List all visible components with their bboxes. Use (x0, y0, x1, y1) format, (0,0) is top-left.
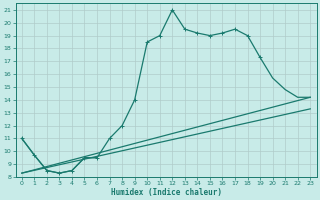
X-axis label: Humidex (Indice chaleur): Humidex (Indice chaleur) (110, 188, 221, 197)
